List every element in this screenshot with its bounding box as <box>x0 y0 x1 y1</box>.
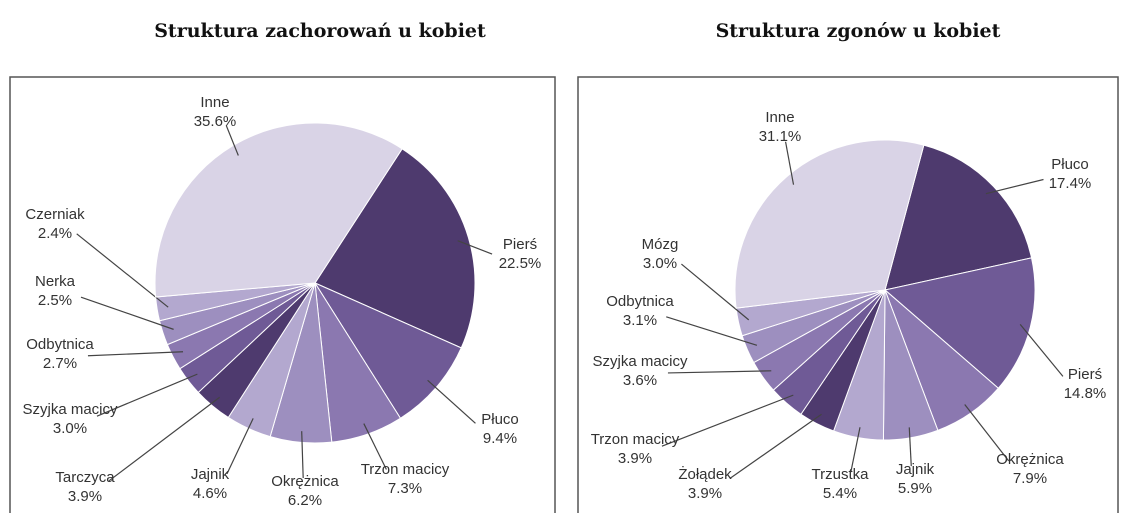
leader-line <box>850 427 861 473</box>
leader-line <box>985 178 1044 195</box>
slice-value-label: 35.6% <box>194 113 237 130</box>
slice-label: Czerniak <box>25 206 85 223</box>
leader-line <box>108 396 221 482</box>
leader-line <box>301 431 304 479</box>
slice-label: Odbytnica <box>26 336 94 353</box>
slice-label: Trzon macicy <box>361 461 450 478</box>
slice-value-label: 5.9% <box>898 480 932 497</box>
slice-label: Płuco <box>1051 156 1089 173</box>
slice-value-label: 2.5% <box>38 292 72 309</box>
pie-slice <box>734 139 925 309</box>
leader-line <box>681 263 750 321</box>
pie-slice <box>884 144 1033 291</box>
slice-value-label: 3.1% <box>623 312 657 329</box>
slice-label: Trzon macicy <box>591 431 680 448</box>
slice-label: Inne <box>200 94 229 111</box>
pie-slice <box>314 148 476 349</box>
slice-value-label: 2.7% <box>43 355 77 372</box>
leader-line <box>667 370 772 374</box>
leader-line <box>1019 324 1064 377</box>
slice-label: Okrężnica <box>996 451 1064 468</box>
leader-line <box>363 423 387 470</box>
leader-line <box>661 394 794 447</box>
slice-label: Tarczyca <box>55 469 115 486</box>
slice-label: Jajnik <box>896 461 935 478</box>
leader-line <box>457 240 493 255</box>
slice-label: Trzustka <box>812 466 870 483</box>
slice-label: Pierś <box>1068 366 1102 383</box>
slice-value-label: 7.3% <box>388 480 422 497</box>
chart-title: Struktura zgonów u kobiet <box>716 20 1001 42</box>
leader-line <box>666 316 758 346</box>
slice-value-label: 22.5% <box>499 255 542 272</box>
leader-line <box>908 427 912 467</box>
slice-label: Jajnik <box>191 466 230 483</box>
slice-value-label: 4.6% <box>193 485 227 502</box>
slice-value-label: 3.0% <box>53 420 87 437</box>
slice-label: Nerka <box>35 273 76 290</box>
slice-label: Mózg <box>642 236 679 253</box>
leader-line <box>784 141 795 185</box>
slice-label: Odbytnica <box>606 293 674 310</box>
slice-value-label: 3.9% <box>68 488 102 505</box>
slice-value-label: 5.4% <box>823 485 857 502</box>
leader-line <box>96 373 198 417</box>
slice-label: Żołądek <box>678 465 732 483</box>
leader-line <box>964 404 1010 462</box>
slice-value-label: 3.9% <box>688 485 722 502</box>
leader-line <box>80 296 174 330</box>
pie-slice <box>883 257 1036 389</box>
slice-value-label: 14.8% <box>1064 385 1107 402</box>
slice-value-label: 9.4% <box>483 430 517 447</box>
pie-slice <box>154 122 403 298</box>
leader-line <box>225 125 239 156</box>
leader-line <box>226 418 254 475</box>
slice-value-label: 3.6% <box>623 372 657 389</box>
slice-label: Okrężnica <box>271 473 339 490</box>
slice-value-label: 3.0% <box>643 255 677 272</box>
slice-value-label: 2.4% <box>38 225 72 242</box>
leader-line <box>427 379 476 424</box>
chart-title: Struktura zachorowań u kobiet <box>154 20 486 42</box>
slice-value-label: 3.9% <box>618 450 652 467</box>
leader-line <box>76 233 169 308</box>
leader-line <box>729 413 822 480</box>
slice-label: Szyjka macicy <box>592 353 688 370</box>
slice-value-label: 17.4% <box>1049 175 1092 192</box>
slice-label: Płuco <box>481 411 519 428</box>
slice-label: Inne <box>765 109 794 126</box>
slice-label: Pierś <box>503 236 537 253</box>
slice-value-label: 7.9% <box>1013 470 1047 487</box>
slice-label: Szyjka macicy <box>22 401 118 418</box>
slice-value-label: 31.1% <box>759 128 802 145</box>
slice-value-label: 6.2% <box>288 492 322 509</box>
leader-line <box>87 351 184 357</box>
